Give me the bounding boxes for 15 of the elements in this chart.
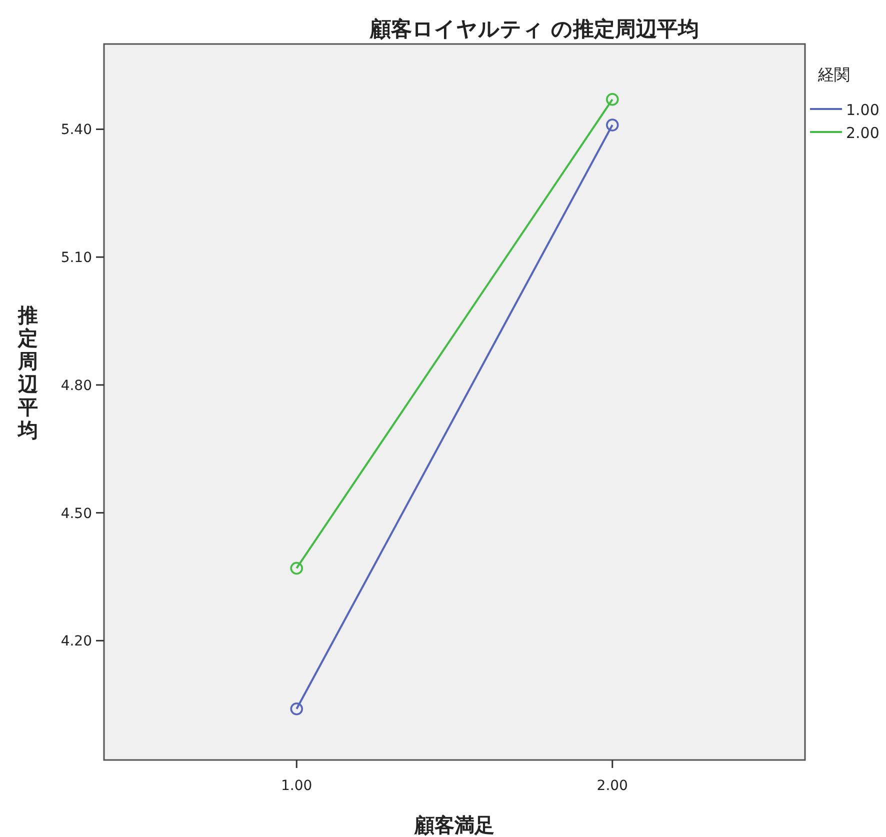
- y-tick-label: 5.10: [60, 250, 92, 266]
- chart-title: 顧客ロイヤルティ の推定周辺平均: [368, 17, 700, 41]
- x-axis-title: 顧客満足: [414, 813, 494, 837]
- y-tick-label: 4.50: [60, 506, 92, 522]
- y-tick-label: 4.80: [60, 378, 92, 394]
- point: [290, 562, 304, 575]
- point: [290, 702, 304, 716]
- point: [606, 118, 619, 132]
- point: [606, 93, 619, 106]
- legend-label: 2.00: [846, 124, 880, 142]
- legend-title: 経関: [817, 65, 850, 84]
- y-tick-label: 4.20: [60, 634, 92, 650]
- y-axis-title: 推定周辺平均: [17, 303, 39, 442]
- y-tick-label: 5.40: [60, 122, 92, 138]
- legend-label: 1.00: [846, 101, 880, 119]
